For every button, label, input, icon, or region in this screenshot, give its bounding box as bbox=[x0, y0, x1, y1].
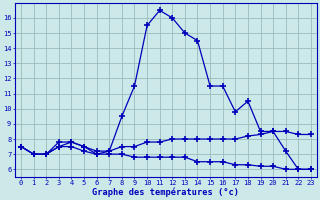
X-axis label: Graphe des températures (°c): Graphe des températures (°c) bbox=[92, 188, 239, 197]
